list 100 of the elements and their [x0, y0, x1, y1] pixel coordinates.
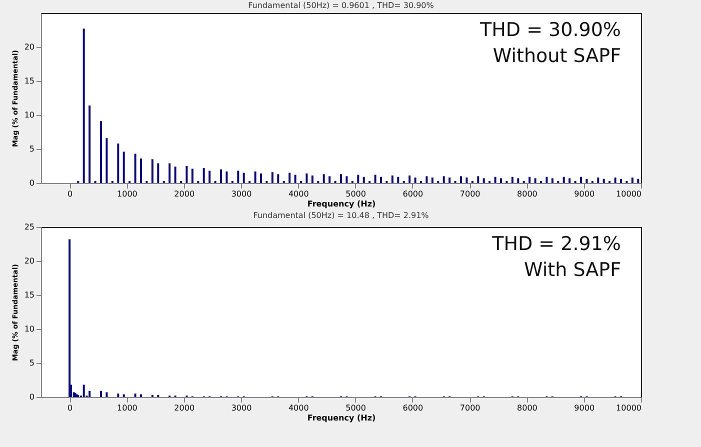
bar: [580, 176, 582, 183]
bar: [637, 178, 640, 183]
bar: [174, 166, 176, 183]
bar: [260, 173, 262, 183]
y-tick-label: 20: [24, 256, 34, 266]
bar: [426, 176, 428, 183]
bar: [374, 174, 376, 183]
x-tick-label: 6000: [402, 404, 424, 412]
bar: [322, 174, 325, 183]
bar: [168, 163, 171, 183]
bar: [134, 394, 136, 397]
x-tick-label: 1000: [117, 190, 138, 198]
chart-title: Fundamental (50Hz) = 10.48 , THD= 2.91%: [253, 211, 430, 220]
bar: [568, 178, 571, 183]
bar: [597, 178, 600, 183]
bar: [151, 159, 154, 183]
x-tick-label: 5000: [346, 404, 366, 412]
bar: [271, 172, 274, 183]
y-tick-label: 15: [24, 76, 34, 86]
x-tick-label: 5000: [346, 190, 366, 198]
bar: [460, 176, 462, 183]
bar: [448, 178, 451, 183]
bar: [477, 176, 480, 183]
x-tick-label: 2000: [174, 190, 195, 198]
bar: [294, 174, 296, 183]
bar: [431, 178, 434, 183]
bar: [140, 394, 142, 397]
bar: [346, 176, 348, 183]
annotation: Without SAPF: [492, 45, 621, 67]
y-tick-label: 0: [29, 392, 34, 402]
x-tick-label: 3000: [231, 190, 252, 198]
bar: [357, 174, 360, 183]
bar: [551, 178, 554, 183]
bar: [100, 390, 102, 397]
chart-title: Fundamental (50Hz) = 0.9601 , THD= 30.90%: [248, 1, 434, 10]
bar: [442, 176, 445, 183]
y-tick-label: 0: [29, 178, 34, 188]
bar: [528, 176, 531, 183]
y-tick-label: 5: [29, 144, 34, 154]
bar: [106, 138, 108, 183]
annotation: With SAPF: [524, 259, 621, 281]
x-tick-label: 7000: [460, 404, 480, 412]
bar: [414, 178, 416, 183]
bar: [237, 170, 240, 183]
bar: [242, 172, 245, 183]
bar: [380, 176, 382, 183]
x-tick-label: 0: [68, 190, 73, 198]
bar: [226, 171, 228, 183]
y-tick-label: 5: [29, 358, 34, 368]
y-tick-label: 10: [24, 110, 34, 120]
bar: [614, 178, 616, 183]
x-tick-label: 4000: [288, 404, 309, 412]
x-axis-title: Frequency (Hz): [307, 414, 376, 422]
x-tick-label: 1000: [117, 404, 138, 412]
bar: [202, 168, 205, 183]
annotation: THD = 30.90%: [479, 19, 621, 41]
bar: [391, 176, 394, 183]
annotation: THD = 2.91%: [491, 233, 621, 255]
x-tick-label: 6000: [402, 190, 424, 198]
bar: [562, 176, 565, 183]
bar: [157, 163, 160, 183]
bar: [82, 28, 85, 183]
bar: [340, 174, 342, 183]
x-tick-label: 4000: [288, 190, 309, 198]
bar: [602, 178, 605, 183]
bar: [328, 176, 331, 183]
x-tick-label: 3000: [231, 404, 252, 412]
bar: [191, 168, 194, 183]
bar: [397, 176, 400, 183]
x-tick-label: 8000: [517, 190, 538, 198]
bar: [482, 178, 485, 183]
y-tick-label: 15: [24, 290, 34, 300]
bar: [117, 144, 120, 183]
bar: [254, 171, 256, 183]
bar: [68, 239, 71, 397]
bar: [220, 169, 222, 183]
y-tick-label: 25: [24, 222, 34, 232]
bar: [106, 392, 108, 397]
bar: [82, 384, 85, 397]
bar: [466, 178, 468, 183]
x-tick-label: 10000: [616, 404, 642, 412]
x-tick-label: 9000: [574, 190, 595, 198]
bar: [88, 105, 91, 183]
bar: [311, 176, 314, 183]
bar: [306, 173, 308, 183]
bar: [631, 178, 634, 183]
x-axis-title: Frequency (Hz): [307, 200, 376, 208]
bar: [494, 176, 496, 183]
x-tick-label: 0: [68, 404, 73, 412]
bar: [534, 178, 536, 183]
bar: [586, 178, 588, 183]
y-tick-label: 10: [24, 324, 34, 334]
bar: [517, 178, 520, 183]
x-tick-label: 2000: [174, 404, 195, 412]
bar: [277, 174, 280, 183]
bar: [500, 178, 502, 183]
bar: [208, 170, 211, 183]
y-tick-label: 20: [24, 42, 34, 52]
bar: [186, 166, 188, 183]
bar: [408, 176, 411, 183]
